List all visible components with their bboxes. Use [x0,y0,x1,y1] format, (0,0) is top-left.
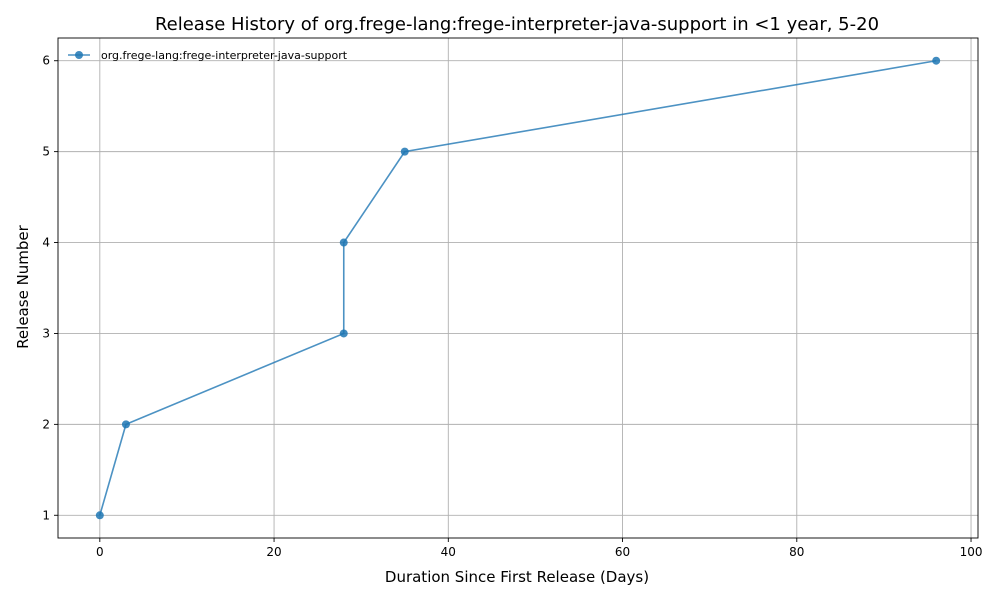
x-axis-ticks: 0 20 40 60 80 100 [96,538,982,559]
y-tick-label: 6 [42,54,50,68]
y-tick-label: 5 [42,145,50,159]
y-axis-label: Release Number [14,224,32,348]
x-tick-label: 80 [789,545,804,559]
data-point [400,147,409,156]
x-tick-label: 100 [960,545,983,559]
series-line [99,59,937,516]
grid-lines [58,38,978,538]
data-point [121,420,130,429]
x-tick-label: 40 [441,545,456,559]
axes-frame [57,37,979,539]
axes-border [57,37,979,539]
x-tick-label: 0 [96,545,104,559]
x-axis-label: Duration Since First Release (Days) [385,568,649,586]
series-layer [95,56,941,520]
data-point [339,329,348,338]
legend: org.frege-lang:frege-interpreter-java-su… [68,49,348,62]
x-tick-label: 20 [266,545,281,559]
y-axis-ticks: 1 2 3 4 5 6 [42,54,58,522]
y-tick-label: 3 [42,326,50,340]
y-tick-label: 2 [42,417,50,431]
x-tick-label: 60 [615,545,630,559]
legend-marker-swatch [75,51,83,59]
data-point [95,511,104,520]
data-point [932,56,941,65]
y-tick-label: 4 [42,236,50,250]
y-tick-label: 1 [42,508,50,522]
data-point [339,238,348,247]
chart-title: Release History of org.frege-lang:frege-… [155,14,879,35]
legend-label: org.frege-lang:frege-interpreter-java-su… [101,49,348,62]
